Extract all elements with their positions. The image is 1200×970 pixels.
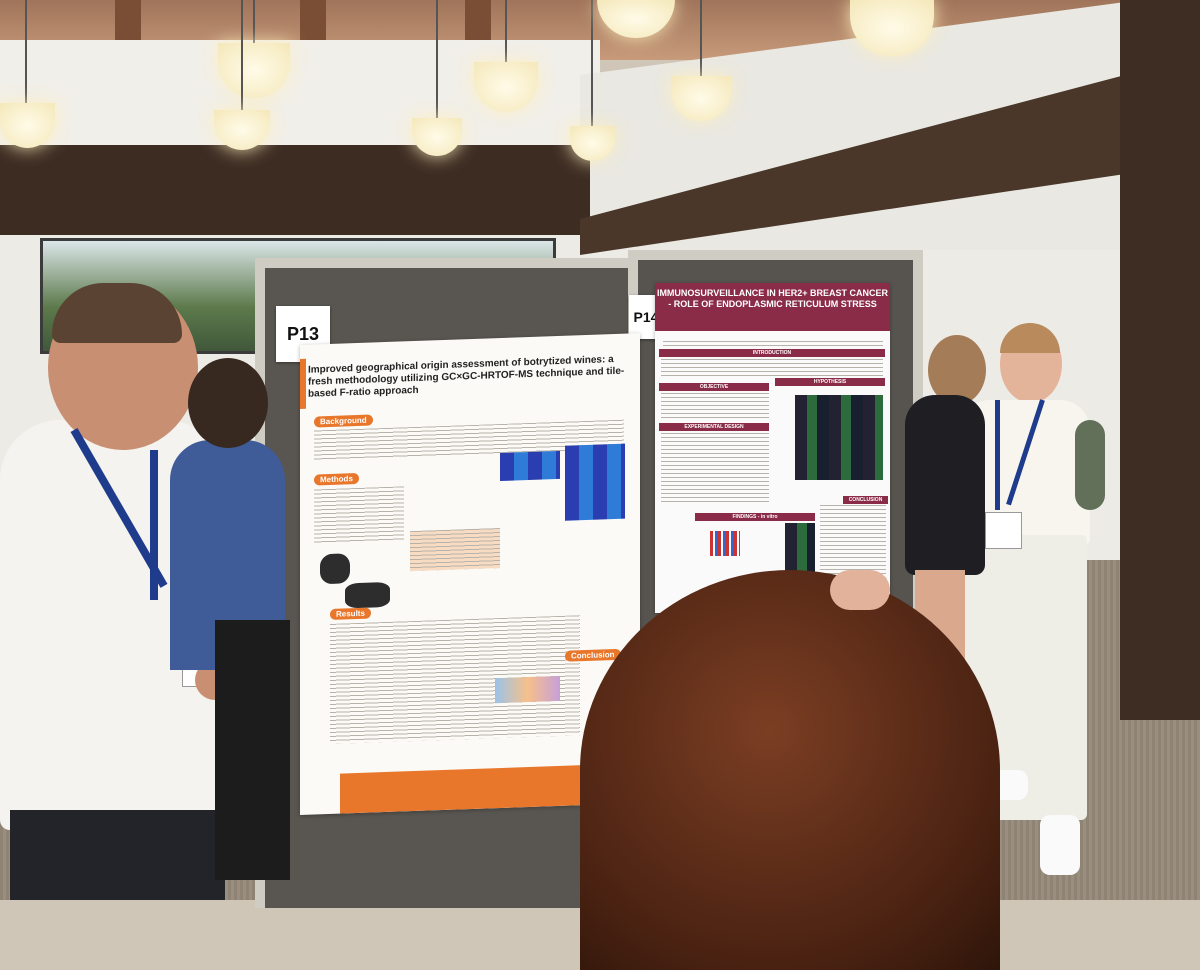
section-hypothesis: HYPOTHESIS (775, 378, 885, 386)
door (1120, 0, 1200, 720)
poster-title: IMMUNOSURVEILLANCE IN HER2+ BREAST CANCE… (655, 283, 890, 331)
section-experimental-design: EXPERIMENTAL DESIGN (659, 423, 769, 431)
section-objective: OBJECTIVE (659, 383, 769, 391)
poster-breast-cancer: IMMUNOSURVEILLANCE IN HER2+ BREAST CANCE… (655, 283, 890, 613)
section-introduction: INTRODUCTION (659, 349, 885, 357)
name-badge (985, 512, 1022, 549)
section-conclusion: CONCLUSION (843, 496, 888, 504)
poster-title: Improved geographical origin assessment … (308, 354, 625, 400)
section-methods: Methods (314, 472, 359, 486)
section-findings-in-vitro: FINDINGS - in vitro (695, 513, 815, 521)
wood-panel-left (0, 145, 590, 235)
section-conclusion: Conclusion (565, 648, 621, 662)
section-results: Results (330, 607, 371, 620)
section-background: Background (314, 414, 373, 428)
